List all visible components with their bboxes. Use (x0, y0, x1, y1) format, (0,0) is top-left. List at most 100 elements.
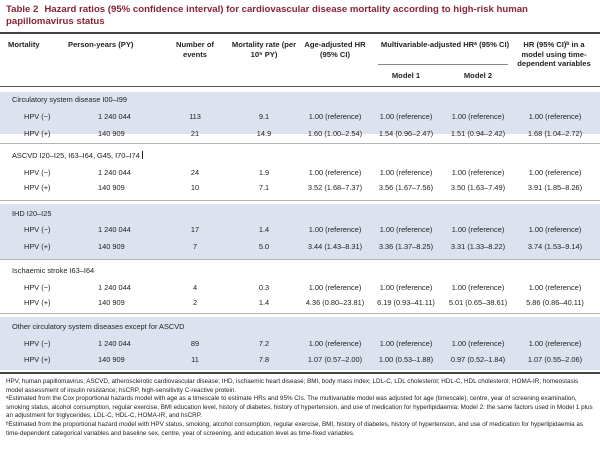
section-band (0, 204, 600, 260)
cell-model1: 1.00 (reference) (379, 339, 433, 348)
cell-person-years: 140 909 (98, 242, 125, 251)
cell-events: 17 (190, 225, 200, 234)
row-label: HPV (−) (24, 339, 51, 348)
row-label: HPV (−) (24, 225, 51, 234)
row-label: HPV (+) (24, 183, 51, 192)
cell-rate: 1.4 (258, 298, 270, 307)
cell-events: 24 (190, 168, 200, 177)
cell-events: 2 (192, 298, 198, 307)
cell-time-dependent: 1.00 (reference) (528, 339, 582, 348)
cell-time-dependent: 3.91 (1.85–8.26) (527, 183, 583, 192)
cell-time-dependent: 1.00 (reference) (528, 168, 582, 177)
row-divider (0, 313, 600, 314)
cell-model2: 5.01 (0.65–38.61) (448, 298, 508, 307)
cell-age-adjusted: 1.00 (reference) (308, 225, 362, 234)
cell-model1: 3.56 (1.67–7.56) (378, 183, 434, 192)
cell-person-years: 140 909 (98, 129, 125, 138)
cell-model1: 1.54 (0.96–2.47) (378, 129, 434, 138)
row-label: HPV (+) (24, 242, 51, 251)
cell-age-adjusted: 1.00 (reference) (308, 339, 362, 348)
row-label: HPV (−) (24, 283, 51, 292)
row-label: HPV (−) (24, 168, 51, 177)
cell-time-dependent: 3.74 (1.53–9.14) (527, 242, 583, 251)
cell-time-dependent: 1.07 (0.55–2.06) (527, 355, 583, 364)
col-time-dependent: HR (95% CI)ᵇ in a model using time-depen… (517, 40, 591, 68)
cell-model2: 1.00 (reference) (451, 283, 505, 292)
multivariable-underline (378, 64, 508, 65)
cell-model1: 1.00 (reference) (379, 283, 433, 292)
cell-rate: 9.1 (258, 112, 270, 121)
col-model1: Model 1 (391, 71, 421, 80)
cell-age-adjusted: 1.00 (reference) (308, 112, 362, 121)
col-age-adjusted: Age-adjusted HR (95% CI) (304, 40, 366, 59)
cell-rate: 5.0 (258, 242, 270, 251)
cell-age-adjusted: 3.52 (1.68–7.37) (307, 183, 363, 192)
cell-model2: 1.00 (reference) (451, 168, 505, 177)
col-person-years: Person-years (PY) (68, 40, 134, 49)
cell-model1: 1.00 (0.53–1.88) (378, 355, 434, 364)
table-title: Table 2 Hazard ratios (95% confidence int… (6, 4, 596, 28)
cell-events: 113 (189, 112, 201, 121)
section-title: Other circulatory system diseases except… (12, 322, 185, 331)
cell-model2: 1.51 (0.94–2.42) (450, 129, 506, 138)
cell-time-dependent: 1.00 (reference) (528, 225, 582, 234)
cell-age-adjusted: 4.36 (0.80–23.81) (305, 298, 365, 307)
cell-events: 10 (190, 183, 200, 192)
cell-age-adjusted: 1.00 (reference) (308, 168, 362, 177)
cell-model1: 1.00 (reference) (379, 225, 433, 234)
section-title: IHD I20–I25 (12, 209, 52, 218)
cell-person-years: 1 240 044 (98, 283, 131, 292)
row-label: HPV (+) (24, 129, 51, 138)
row-divider (0, 200, 600, 201)
cell-age-adjusted: 1.60 (1.00–2.54) (307, 129, 363, 138)
cell-time-dependent: 1.68 (1.04–2.72) (527, 129, 583, 138)
cell-person-years: 1 240 044 (98, 112, 131, 121)
row-label: HPV (−) (24, 112, 51, 121)
cell-rate: 1.9 (258, 168, 270, 177)
cell-model1: 1.00 (reference) (379, 112, 433, 121)
cell-time-dependent: 1.00 (reference) (528, 283, 582, 292)
cell-rate: 7.8 (258, 355, 270, 364)
cell-events: 7 (192, 242, 198, 251)
section-title: Circulatory system disease I00–I99 (12, 95, 128, 104)
col-events: Number of events (176, 40, 214, 59)
cell-events: 4 (192, 283, 198, 292)
cell-events: 21 (190, 129, 200, 138)
cell-rate: 1.4 (258, 225, 270, 234)
col-mortality: Mortality (8, 40, 40, 49)
cell-model1: 1.00 (reference) (379, 168, 433, 177)
row-divider (0, 143, 600, 144)
cell-age-adjusted: 1.00 (reference) (308, 283, 362, 292)
col-rate: Mortality rate (per 10⁵ PY) (231, 40, 297, 59)
cell-rate: 7.2 (258, 339, 270, 348)
footnote-abbreviations: HPV, human papillomavirus; ASCVD, athero… (6, 378, 579, 394)
cell-time-dependent: 5.86 (0.86–40.11) (526, 298, 584, 307)
cell-person-years: 1 240 044 (98, 339, 131, 348)
cell-rate: 7.1 (258, 183, 270, 192)
cell-model1: 6.19 (0.93–41.11) (377, 298, 435, 307)
section-title: Ischaemic stroke I63–I64 (12, 266, 95, 275)
footnote-b: ᵇEstimated from the proportional hazard … (6, 421, 584, 437)
cell-events: 89 (190, 339, 200, 348)
cell-person-years: 140 909 (98, 298, 125, 307)
row-label: HPV (+) (24, 298, 51, 307)
table-label: Table 2 (6, 4, 39, 15)
row-divider (0, 259, 600, 260)
cell-model2: 3.50 (1.63–7.49) (450, 183, 506, 192)
section-title: ASCVD I20–I25, I63–I64, G45, I70–I74 (12, 151, 143, 160)
cell-age-adjusted: 1.07 (0.57–2.00) (307, 355, 363, 364)
header-top-rule (0, 32, 600, 34)
cell-person-years: 1 240 044 (98, 225, 131, 234)
cell-rate: 14.9 (256, 129, 272, 138)
header-bottom-rule (0, 86, 600, 87)
cell-age-adjusted: 3.44 (1.43–8.31) (307, 242, 363, 251)
cell-rate: 0.3 (258, 283, 270, 292)
cell-person-years: 1 240 044 (98, 168, 131, 177)
cell-model2: 1.00 (reference) (451, 339, 505, 348)
cell-model2: 3.31 (1.33–8.22) (450, 242, 506, 251)
text-cursor (141, 151, 143, 159)
cell-model2: 1.00 (reference) (451, 112, 505, 121)
row-label: HPV (+) (24, 355, 51, 364)
cell-person-years: 140 909 (98, 355, 125, 364)
col-model2: Model 2 (463, 71, 493, 80)
